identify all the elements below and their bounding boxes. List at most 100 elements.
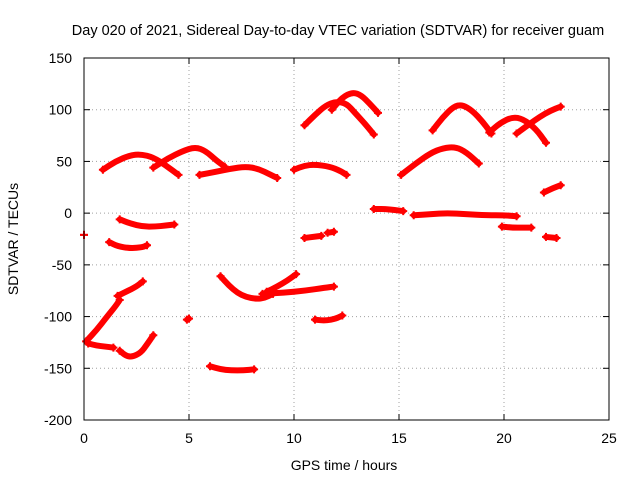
grid [84,58,609,420]
plus-marker [338,311,347,320]
plus-marker [369,130,378,139]
series-arc-25 [182,314,193,324]
plus-marker [149,163,158,172]
series-arc [106,239,150,251]
plus-marker [170,220,179,229]
series-arc-24 [115,331,158,360]
plus-marker [474,159,483,168]
data-series [80,90,565,374]
plus-marker [539,188,548,197]
x-axis-label: GPS time / hours [291,457,398,473]
series-arc [85,340,117,351]
series-arc-18 [497,222,536,232]
x-tick-label: 25 [601,430,617,446]
plus-marker [216,272,225,281]
plus-marker [329,282,338,291]
x-tick-label: 0 [80,430,88,446]
series-arc [370,206,407,215]
plus-marker [115,346,124,355]
plus-marker [409,211,418,220]
plus-marker [512,212,521,221]
x-tick-label: 20 [496,430,512,446]
series-arc-03 [195,164,282,182]
x-tick-label: 10 [286,430,302,446]
plus-marker [292,270,301,279]
plus-marker [115,215,124,224]
plus-marker [369,205,378,214]
plus-marker [149,331,158,340]
y-tick-label: -150 [44,360,72,376]
series-arc [328,90,381,116]
chart-title: Day 020 of 2021, Sidereal Day-to-day VTE… [72,23,604,39]
y-tick-label: -50 [52,257,72,273]
series-arc [207,363,258,374]
plus-marker [542,232,550,241]
series-arc-21 [82,296,124,346]
plus-marker [84,339,93,348]
series-arc [217,273,276,302]
plus-marker [300,121,309,130]
series-arc-14 [115,215,179,230]
series-arc [83,297,123,345]
plot-frame [83,57,610,421]
series-arc [301,232,325,241]
plus-marker [174,170,183,179]
series-arc-13 [539,181,565,197]
series-arc-04 [290,161,351,179]
plus-marker [311,315,319,324]
series-arc-17 [323,227,338,237]
plus-marker [323,228,332,237]
plus-marker [195,170,204,179]
series-arc-30 [206,362,259,374]
plus-marker [374,108,382,117]
series-arc-02 [149,144,229,172]
series-arc [114,278,146,299]
series-arc-22 [113,277,147,300]
series-arc [116,332,157,360]
series-arc [301,99,377,138]
plus-marker [290,165,298,174]
series-arc [410,210,520,220]
plus-marker [258,289,267,298]
plus-marker [317,231,326,240]
plus-marker [105,238,114,247]
y-tick-label: 50 [56,153,72,169]
series-arc-15 [105,238,151,251]
plus-marker [185,314,193,323]
series-arc [398,144,482,178]
plus-marker [542,138,550,147]
plus-marker [327,105,336,114]
plus-marker [428,126,437,135]
plus-marker [98,165,107,174]
series-arc-07 [397,144,483,179]
plus-marker [485,128,494,137]
series-arc [312,312,346,324]
plus-marker [138,277,147,286]
series-arc-16 [300,231,326,242]
plus-marker [527,223,536,232]
plus-marker [300,233,309,242]
y-tick-label: 100 [49,102,73,118]
plus-marker [397,170,406,179]
plus-marker [497,222,506,231]
series-arc [513,103,564,137]
series-arc [486,114,549,146]
series-arc-06 [327,90,382,117]
plus-marker [552,233,561,242]
series-arc-11 [369,205,408,216]
plus-marker [206,362,214,371]
series-arc-29 [311,311,347,324]
series-arc-12 [409,210,521,221]
series-arc-05 [300,99,378,139]
plus-marker [273,173,282,182]
series-arc [116,216,178,230]
plus-marker [342,170,351,179]
x-tick-label: 5 [185,430,193,446]
y-tick-label: 150 [49,50,73,66]
series-arc [196,164,281,181]
series-arc [259,283,337,297]
y-tick-label: 0 [64,205,72,221]
plus-marker [556,102,565,111]
plus-marker [143,241,151,250]
